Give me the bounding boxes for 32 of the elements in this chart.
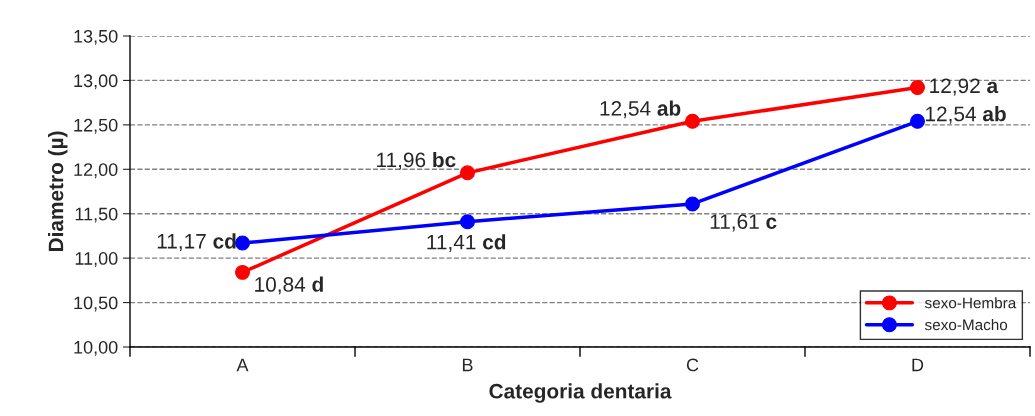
point [910, 113, 925, 129]
data-label: 11,17 cd [157, 233, 236, 252]
point [685, 113, 700, 129]
point [460, 214, 475, 230]
data-label: 11,96 bc [377, 152, 456, 170]
x-axis-title: Categoria dentaria [489, 383, 672, 403]
y-tick-label: 13,00 [74, 74, 118, 90]
y-tick-label: 10,50 [74, 296, 118, 312]
point [460, 165, 475, 181]
point [910, 80, 925, 95]
data-label: 12,92 a [930, 78, 999, 96]
y-tick-label: 11,00 [75, 252, 118, 267]
legend-label: sexo-Macho [924, 319, 1008, 331]
y-axis-title: Diametro (µ) [48, 131, 68, 252]
x-tick-label: C [686, 358, 699, 372]
legend-label: sexo-Hembra [924, 297, 1017, 309]
data-label: 12,54 ab [926, 106, 1006, 124]
data-label: 11,61 c [710, 214, 777, 232]
data-label: 10,84 d [255, 276, 323, 295]
point [685, 196, 700, 212]
data-label: 11,41 cd [427, 234, 506, 252]
x-tick-label: D [912, 358, 924, 372]
y-tick-label: 11,50 [75, 207, 118, 223]
point [235, 235, 250, 251]
point [235, 264, 250, 280]
y-tick-label: 10,00 [74, 340, 118, 356]
x-tick-label: B [462, 358, 473, 372]
data-label: 12,54 ab [600, 100, 681, 119]
x-tick-label: A [236, 358, 249, 372]
y-tick-label: 12,50 [74, 118, 118, 134]
y-tick-label: 12,00 [74, 163, 118, 179]
y-tick-label: 13,50 [74, 29, 118, 45]
